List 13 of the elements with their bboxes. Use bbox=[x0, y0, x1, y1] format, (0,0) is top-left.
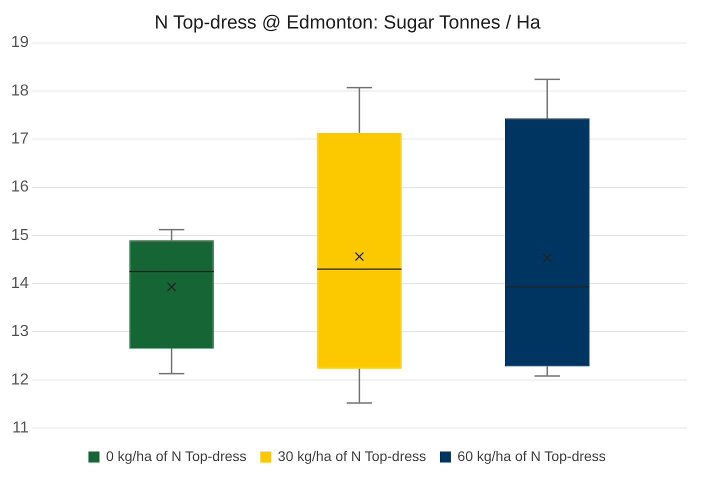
y-tick-label: 19 bbox=[11, 34, 29, 52]
y-tick-label: 18 bbox=[11, 82, 29, 100]
legend-label: 60 kg/ha of N Top-dress bbox=[457, 448, 606, 464]
legend-label: 0 kg/ha of N Top-dress bbox=[106, 448, 247, 464]
y-tick-label: 11 bbox=[12, 419, 29, 436]
legend-label: 30 kg/ha of N Top-dress bbox=[278, 448, 426, 464]
y-tick-label: 16 bbox=[11, 178, 29, 196]
chart-title: N Top-dress @ Edmonton: Sugar Tonnes / Ha bbox=[154, 12, 541, 34]
y-tick-label: 12 bbox=[11, 371, 29, 388]
y-tick-label: 17 bbox=[11, 130, 29, 148]
y-tick-label: 14 bbox=[11, 274, 29, 292]
y-tick-label: 15 bbox=[11, 226, 29, 244]
y-tick-label: 13 bbox=[11, 323, 29, 340]
